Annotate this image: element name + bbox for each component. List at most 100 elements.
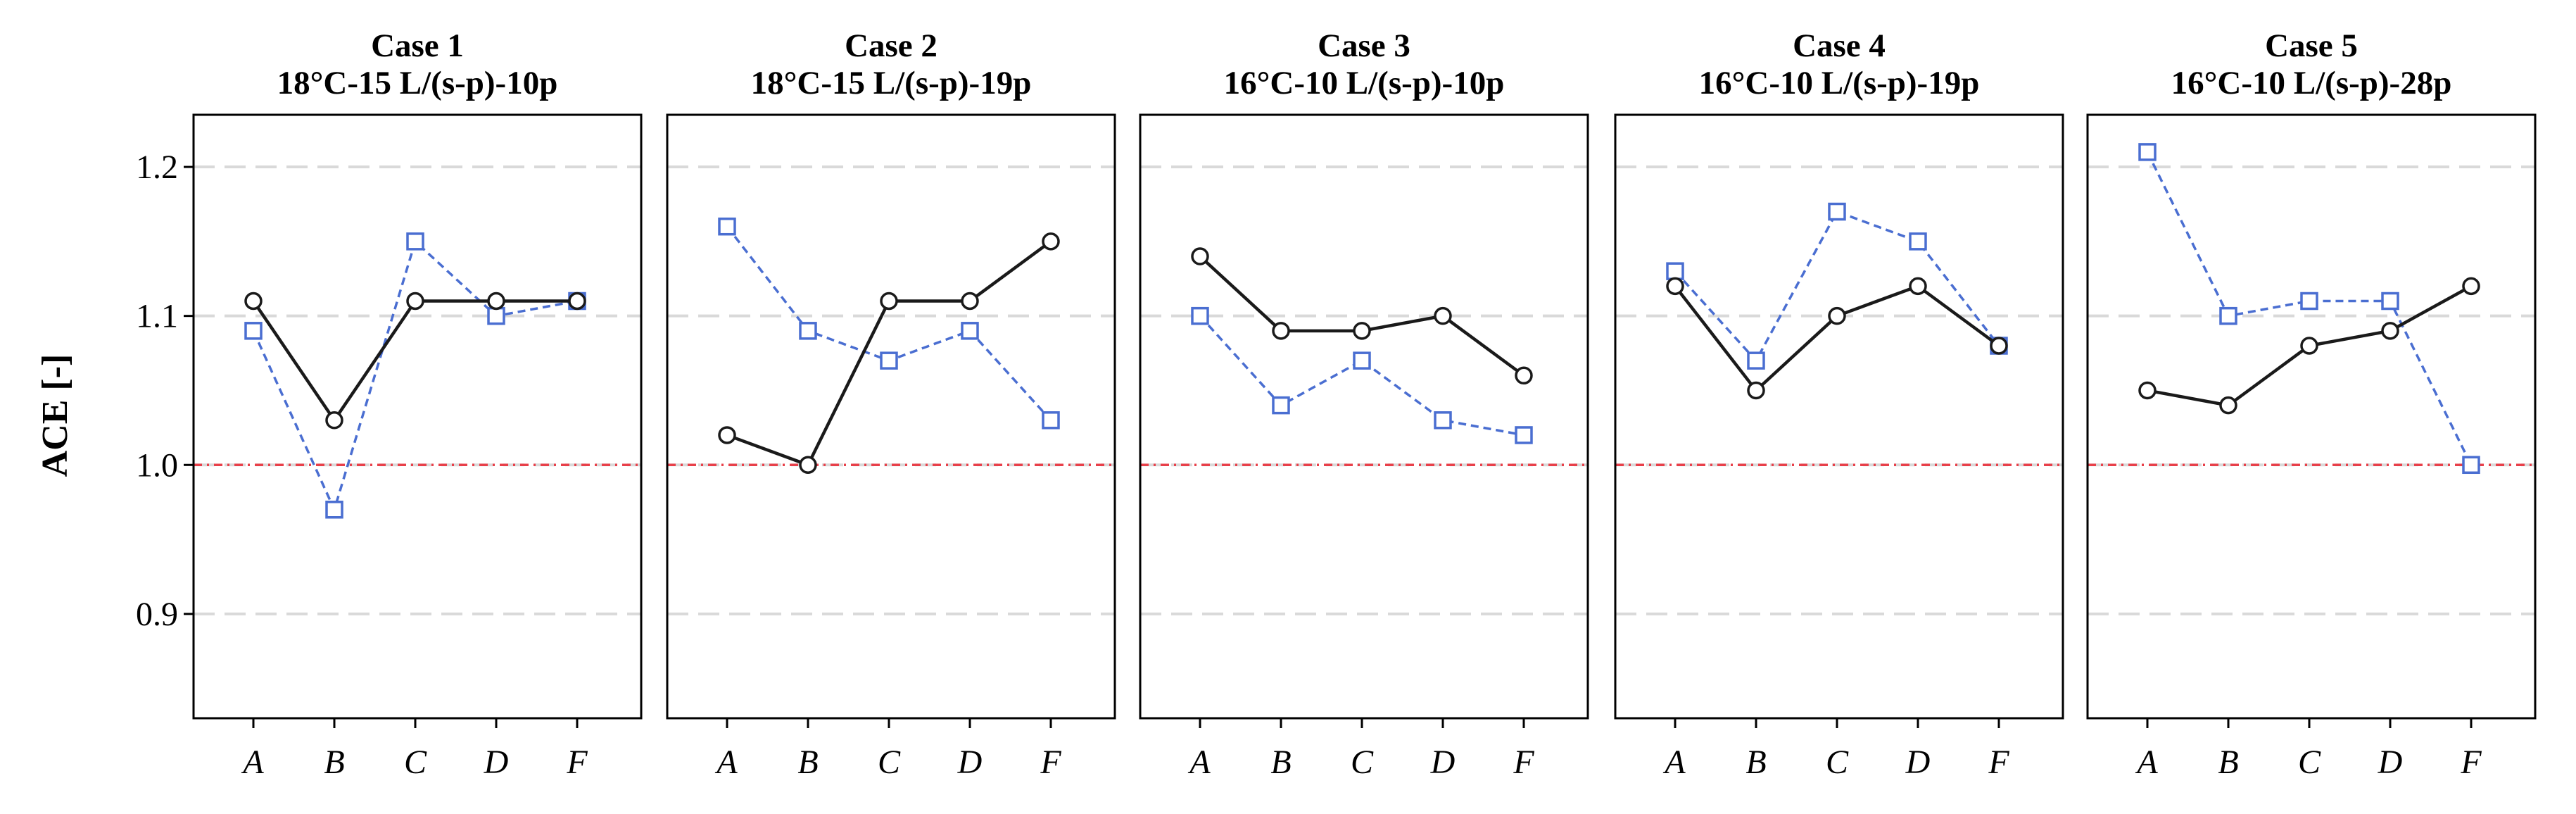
data-point-square [406, 232, 424, 251]
data-point-circle [2381, 322, 2399, 340]
data-point-circle [568, 292, 586, 311]
data-point-circle [1828, 306, 1846, 325]
x-tick-label: D [957, 744, 983, 781]
series-line-blue [1674, 210, 2000, 363]
x-tick-label: F [1988, 744, 2009, 781]
data-point-circle [2138, 381, 2157, 400]
series-line-blue [726, 225, 1052, 421]
series-line-blue [2146, 151, 2473, 466]
panel-frame [666, 113, 1116, 720]
y-tick-label: 1.1 [136, 298, 178, 335]
x-tick-label: B [1745, 744, 1766, 781]
y-tick-label: 1.0 [136, 446, 178, 484]
data-point-circle [1666, 277, 1684, 296]
panel-case-5: Case 516°C-10 L/(s-p)-28p A B C D F [2086, 27, 2537, 781]
data-point-circle [799, 456, 817, 475]
data-point-square [1909, 232, 1927, 251]
panel-case-3: Case 316°C-10 L/(s-p)-10p A B C D F [1139, 27, 1589, 781]
data-point-circle [1191, 247, 1209, 265]
data-point-square [1042, 411, 1060, 430]
panel-frame [2086, 113, 2537, 720]
x-tick-label: F [1040, 744, 1061, 781]
panel-frame [1614, 113, 2064, 720]
data-point-circle [1042, 232, 1060, 251]
data-point-circle [325, 411, 343, 430]
y-tick-label: 0.9 [136, 596, 178, 633]
panel-frame [192, 113, 643, 720]
x-tick-label: F [2460, 744, 2482, 781]
data-point-circle [961, 292, 979, 311]
y-tick-label: 1.2 [136, 149, 178, 186]
x-tick-label: C [1351, 744, 1374, 781]
series-line-black [1674, 284, 2000, 393]
data-point-square [2462, 456, 2480, 475]
data-point-square [2300, 292, 2318, 311]
data-point-square [2381, 292, 2399, 311]
x-tick-label: A [1662, 744, 1686, 781]
panel-title-condition: 16°C-10 L/(s-p)-28p [2171, 65, 2452, 101]
data-point-square [244, 322, 263, 340]
data-point-square [1747, 351, 1765, 370]
data-point-square [799, 322, 817, 340]
x-tick-label: B [324, 744, 344, 781]
x-tick-label: D [1905, 744, 1931, 781]
x-tick-label: A [241, 744, 264, 781]
data-point-circle [1353, 322, 1371, 340]
panel-title-case: Case 5 [2265, 27, 2358, 64]
x-tick-label: C [2298, 744, 2321, 781]
panel-title-case: Case 1 [371, 27, 464, 64]
x-tick-label: B [797, 744, 818, 781]
data-point-circle [244, 292, 263, 311]
x-tick-label: D [1430, 744, 1456, 781]
panel-title-case: Case 4 [1793, 27, 1886, 64]
panel-title-condition: 18°C-15 L/(s-p)-10p [277, 65, 558, 101]
data-point-square [1272, 396, 1290, 415]
panel-case-1: Case 118°C-15 L/(s-p)-10p 0.9 1.0 1.1 1.2 A B C… [136, 27, 643, 781]
series-line-blue [252, 239, 578, 513]
panel-frame [1139, 113, 1589, 720]
panel-title-condition: 16°C-10 L/(s-p)-10p [1224, 65, 1505, 101]
data-point-circle [1990, 337, 2008, 355]
data-point-square [2138, 143, 2157, 161]
panel-title-condition: 16°C-10 L/(s-p)-19p [1699, 65, 1980, 101]
x-tick-label: C [404, 744, 427, 781]
data-point-circle [2300, 337, 2318, 355]
data-point-square [718, 217, 736, 236]
data-point-square [487, 306, 505, 325]
panel-title-case: Case 2 [845, 27, 937, 64]
data-point-circle [2462, 277, 2480, 296]
data-point-square [961, 322, 979, 340]
y-axis-title: ACE [-] [35, 354, 75, 477]
x-tick-label: B [2218, 744, 2238, 781]
x-tick-label: F [566, 744, 588, 781]
panel-case-2: Case 218°C-15 L/(s-p)-19p A B C D F [666, 27, 1116, 781]
data-point-square [1353, 351, 1371, 370]
data-point-circle [718, 426, 736, 444]
series-line-blue [1199, 315, 1524, 437]
x-tick-label: D [484, 744, 509, 781]
x-tick-label: D [2378, 744, 2403, 781]
x-tick-label: A [2135, 744, 2158, 781]
data-point-circle [880, 292, 898, 311]
data-point-square [1434, 411, 1452, 430]
x-tick-label: C [878, 744, 901, 781]
data-point-square [2219, 306, 2237, 325]
data-point-square [325, 501, 343, 519]
data-point-circle [406, 292, 424, 311]
data-point-square [1828, 202, 1846, 221]
data-point-square [1191, 306, 1209, 325]
series-line-black [252, 299, 577, 423]
data-point-circle [2219, 396, 2237, 415]
x-tick-label: C [1826, 744, 1849, 781]
data-point-circle [1747, 381, 1765, 400]
x-tick-label: A [1187, 744, 1211, 781]
panel-title-case: Case 3 [1318, 27, 1410, 64]
data-point-circle [487, 292, 505, 311]
data-point-square [1666, 262, 1684, 280]
data-point-circle [1272, 322, 1290, 340]
data-point-circle [1909, 277, 1927, 296]
data-point-circle [1515, 366, 1533, 385]
x-tick-label: B [1270, 744, 1291, 781]
